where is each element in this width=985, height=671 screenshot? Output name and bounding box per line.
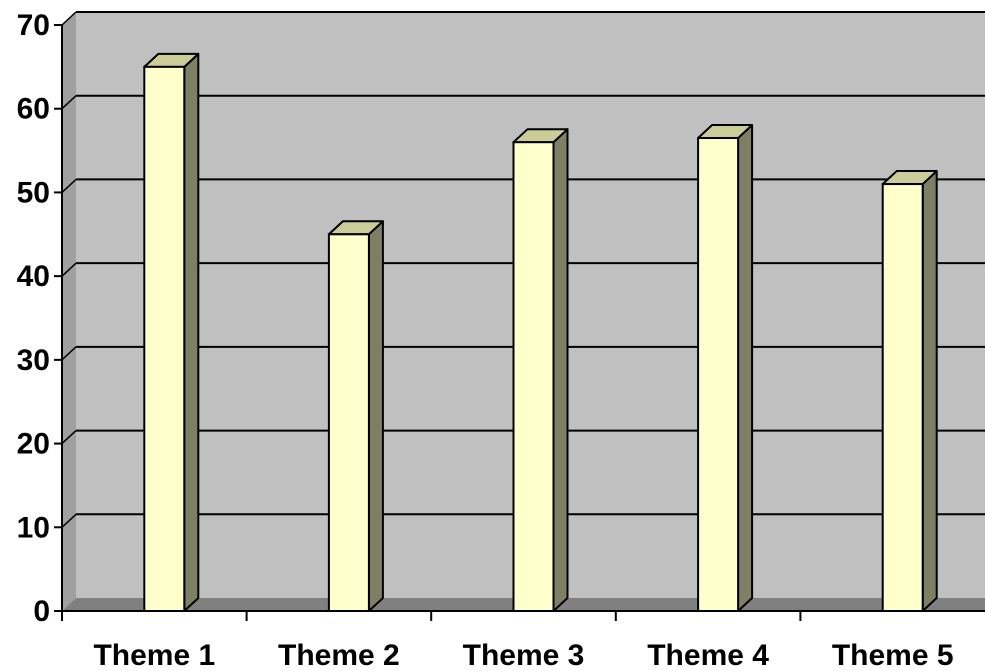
gridline-side [61, 95, 77, 110]
gridline-side [61, 513, 77, 528]
bar-side [921, 170, 938, 612]
gridline-side [61, 178, 77, 193]
bar [327, 220, 384, 613]
gridline-side [61, 11, 77, 26]
x-tick-labels: Theme 1 Theme 2 Theme 3 Theme 4 Theme 5 [93, 639, 953, 671]
y-tick-label: 10 [17, 511, 50, 544]
x-tick-label: Theme 4 [647, 639, 769, 671]
bar [881, 170, 938, 613]
bar-front [881, 183, 924, 613]
bar [512, 128, 569, 612]
bar-front [143, 65, 186, 613]
bar-side [367, 220, 384, 612]
gridline-side [61, 346, 77, 361]
y-tick-label: 50 [17, 176, 50, 209]
bar-side [552, 128, 569, 612]
bar [143, 52, 200, 613]
y-tick-label: 30 [17, 344, 50, 377]
x-tick-label: Theme 1 [93, 639, 215, 671]
y-tick-label: 20 [17, 428, 50, 461]
bar-side [183, 52, 200, 612]
y-tick-label: 60 [17, 93, 50, 126]
y-tick-label: 70 [17, 9, 50, 42]
y-tick-label: 40 [17, 260, 50, 293]
bar-front [512, 141, 555, 612]
gridline-side [61, 430, 77, 445]
y-tick-labels: 0 10 20 30 40 50 60 70 [17, 9, 50, 628]
bar-side [737, 124, 754, 612]
bar [697, 124, 754, 612]
y-tick-label: 0 [33, 595, 50, 628]
bars [143, 52, 938, 613]
bar-front [697, 137, 740, 612]
x-tick-label: Theme 5 [832, 639, 954, 671]
gridline-side [61, 262, 77, 277]
side-wall [62, 12, 76, 611]
bar-front [327, 233, 370, 613]
x-tick-label: Theme 2 [278, 639, 400, 671]
x-tick-label: Theme 3 [463, 639, 585, 671]
